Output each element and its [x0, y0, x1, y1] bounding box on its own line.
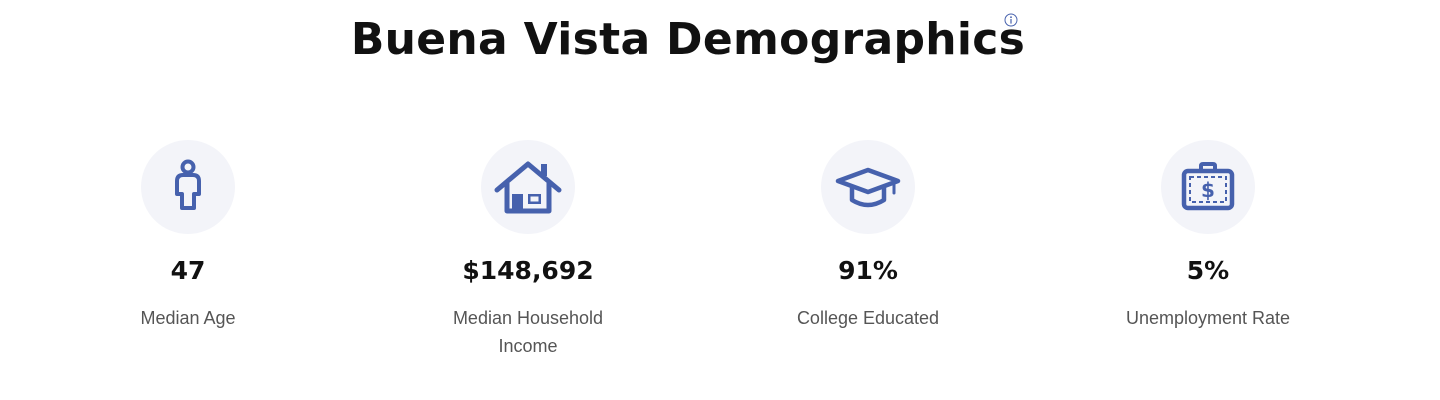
- stat-college-educated: 91% College Educated: [738, 140, 998, 332]
- stat-label: College Educated: [796, 308, 940, 328]
- house-icon: [494, 161, 562, 214]
- stat-label: Median Household Income: [452, 308, 604, 356]
- icon-circle: [141, 140, 235, 234]
- stat-label: Median Age: [140, 308, 236, 328]
- stat-label: Unemployment Rate: [1125, 308, 1291, 328]
- page-title: Buena Vista Demographics: [350, 14, 1026, 65]
- stat-median-age: 47 Median Age: [58, 140, 318, 332]
- stat-value: 47: [170, 256, 206, 285]
- svg-text:$: $: [1201, 178, 1215, 202]
- briefcase-dollar-icon: $: [1181, 162, 1235, 211]
- icon-circle: [481, 140, 575, 234]
- stat-value: 5%: [1186, 256, 1230, 285]
- stat-median-household-income: $148,692 Median Household Income: [398, 140, 658, 360]
- stat-value: 91%: [838, 256, 898, 285]
- stat-value: $148,692: [462, 256, 594, 285]
- icon-circle: $: [1161, 140, 1255, 234]
- person-icon: [175, 159, 201, 210]
- info-icon[interactable]: [1004, 12, 1018, 27]
- graduation-cap-icon: [835, 167, 901, 208]
- stat-unemployment-rate: $ 5% Unemployment Rate: [1078, 140, 1338, 332]
- icon-circle: [821, 140, 915, 234]
